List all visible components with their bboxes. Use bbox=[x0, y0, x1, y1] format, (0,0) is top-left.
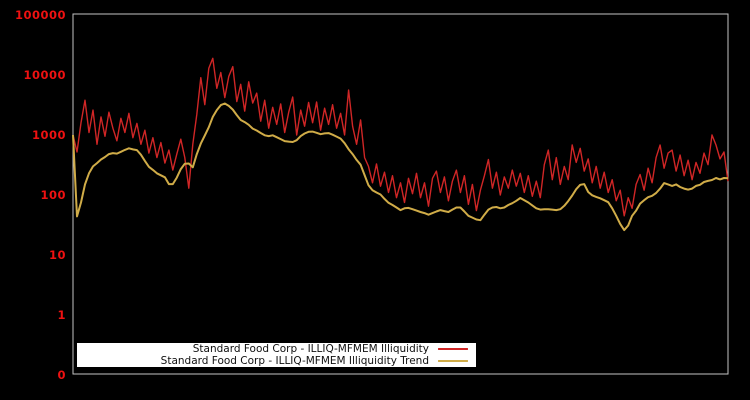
legend-row-illiquidity: Standard Food Corp - ILLIQ-MFMEM Illiqui… bbox=[77, 343, 476, 355]
y-axis-tick-label: 0 bbox=[57, 368, 66, 382]
y-axis-tick-label: 10000 bbox=[23, 68, 66, 82]
legend-line-sample-red bbox=[438, 348, 468, 350]
legend: Standard Food Corp - ILLIQ-MFMEM Illiqui… bbox=[77, 343, 476, 367]
legend-row-trend: Standard Food Corp - ILLIQ-MFMEM Illiqui… bbox=[77, 355, 476, 367]
legend-label-trend: Standard Food Corp - ILLIQ-MFMEM Illiqui… bbox=[160, 355, 429, 367]
legend-line-sample-gold bbox=[438, 360, 468, 362]
y-axis-tick-label: 100000 bbox=[14, 8, 66, 22]
y-axis-tick-label: 100 bbox=[40, 188, 66, 202]
y-axis-tick-label: 10 bbox=[48, 248, 66, 262]
legend-label-illiquidity: Standard Food Corp - ILLIQ-MFMEM Illiqui… bbox=[192, 343, 429, 355]
y-axis-tick-label: 1000 bbox=[31, 128, 66, 142]
series-illiquidity-line bbox=[72, 57, 729, 217]
plot-border bbox=[72, 13, 729, 375]
series-trend-line bbox=[72, 102, 729, 232]
y-axis-tick-label: 1 bbox=[57, 308, 66, 322]
